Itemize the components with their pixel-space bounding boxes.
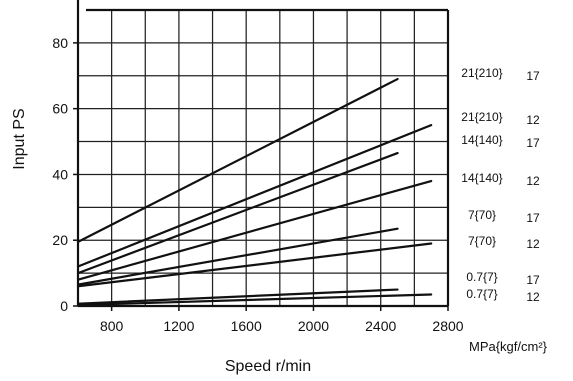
- series-pressure-label: 0.7{7}: [466, 287, 497, 301]
- series-pressure-label: 0.7{7}: [466, 270, 497, 284]
- series-lines: [76, 77, 433, 307]
- x-tick-label: 2800: [432, 318, 463, 334]
- x-tick-label: 1600: [231, 318, 262, 334]
- x-tick-label: 2000: [298, 318, 329, 334]
- series-line: [76, 151, 399, 275]
- series-pressure-label: 21{210}: [461, 66, 502, 80]
- x-axis-title: Speed r/min: [225, 358, 311, 375]
- grid-lines: [78, 10, 448, 306]
- y-axis-title: Input PS: [11, 108, 28, 169]
- series-line: [76, 288, 399, 305]
- series-code-label: 12: [526, 237, 540, 251]
- series-code-label: 12: [526, 290, 540, 304]
- series-line: [76, 242, 433, 288]
- series-code-label: 17: [526, 211, 540, 225]
- pressure-unit-label: MPa{kgf/cm²}: [469, 339, 548, 354]
- x-tick-label: 800: [100, 318, 124, 334]
- series-code-label: 12: [526, 174, 540, 188]
- series-code-label: 17: [526, 136, 540, 150]
- series-pressure-label: 14{140}: [461, 133, 502, 147]
- y-tick-label: 40: [52, 166, 68, 182]
- y-tick-label: 20: [52, 232, 68, 248]
- y-tick-label: 60: [52, 101, 68, 117]
- tick-labels: 0 20 40 60 80 800 1200 1600 2000 2400 2800: [52, 35, 463, 334]
- series-code-label: 12: [526, 113, 540, 127]
- series-line: [76, 179, 433, 281]
- series-pressure-label: 21{210}: [461, 110, 502, 124]
- series-line: [76, 227, 399, 286]
- series-code-label: 17: [526, 273, 540, 287]
- series-pressure-label: 14{140}: [461, 171, 502, 185]
- series-pressure-label: 7{70}: [468, 234, 496, 248]
- y-tick-label: 80: [52, 35, 68, 51]
- series-labels: 21{210} 17 21{210} 12 14{140} 17 14{140} 12 7{70…: [461, 66, 540, 304]
- plot-frame: [73, 0, 450, 311]
- series-code-label: 17: [526, 69, 540, 83]
- x-tick-label: 2400: [365, 318, 396, 334]
- x-tick-label: 1200: [163, 318, 194, 334]
- series-line: [76, 293, 433, 307]
- y-tick-label: 0: [60, 298, 68, 314]
- series-line: [76, 124, 433, 268]
- series-line: [76, 77, 399, 243]
- series-pressure-label: 7{70}: [468, 208, 496, 222]
